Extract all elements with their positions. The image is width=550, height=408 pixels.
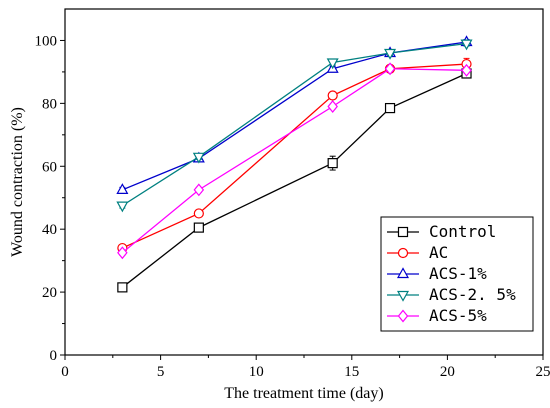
legend-item: Control [387,222,496,241]
legend-label: ACS-1% [429,264,487,283]
data-point [327,158,338,169]
data-point [117,246,128,260]
legend-marker [396,267,410,279]
legend-item: ACS-5% [387,306,487,325]
data-point [193,208,204,219]
data-point [192,152,205,164]
data-point [461,63,472,77]
y-tick-label: 40 [42,222,57,238]
x-tick-label: 20 [440,364,455,380]
y-tick-label: 100 [35,33,58,49]
data-point [193,222,204,233]
data-point [193,183,205,197]
legend-item: ACS-1% [387,264,487,283]
series-0 [117,68,472,293]
series-line [122,41,467,191]
legend-item: ACS-2. 5% [387,285,516,304]
y-tick-label: 0 [50,348,58,364]
x-tick-label: 25 [536,364,550,380]
x-tick-label: 15 [344,364,359,380]
y-axis-label: Wound contraction (%) [9,107,26,257]
data-point [384,62,396,76]
legend-marker [397,247,409,259]
legend-marker [397,309,409,323]
legend-label: ACS-5% [429,306,487,325]
data-point [384,48,397,60]
legend-label: AC [429,243,448,262]
y-tick-label: 20 [42,285,57,301]
data-point [327,100,338,113]
legend-marker [396,290,410,302]
x-tick-label: 10 [249,364,264,380]
y-tick-label: 80 [42,96,57,112]
data-point [384,102,396,114]
data-point [327,90,338,101]
y-tick-label: 60 [42,159,57,175]
x-tick-label: 5 [157,364,165,380]
legend-marker [397,226,409,238]
series-4 [117,62,472,260]
data-point [116,201,129,213]
legend-item: AC [387,243,448,262]
x-tick-label: 0 [61,364,69,380]
x-axis-label: The treatment time (day) [224,385,383,402]
legend-label: ACS-2. 5% [429,285,516,304]
data-point [326,58,339,70]
legend-label: Control [429,222,496,241]
data-point [116,183,129,194]
series-3 [116,39,473,213]
data-point [460,39,473,51]
series-2 [116,35,473,194]
data-point [117,282,128,293]
